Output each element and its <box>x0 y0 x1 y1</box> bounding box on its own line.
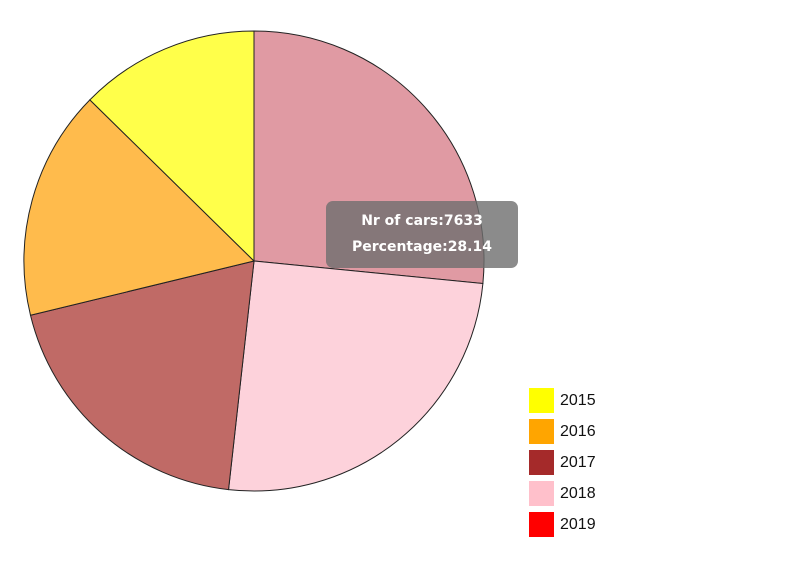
tooltip-percentage: Percentage:28.14 <box>352 239 492 255</box>
legend-label-2017: 2017 <box>560 453 596 471</box>
pie-slice-2015-4[interactable] <box>89 30 255 263</box>
legend-swatch-2017 <box>529 450 554 475</box>
legend-swatch-2015 <box>529 388 554 413</box>
pie-slice-2016-3[interactable] <box>23 99 255 316</box>
legend-item-2017[interactable]: 2017 <box>529 447 596 478</box>
legend-swatch-2016 <box>529 419 554 444</box>
legend-item-2019[interactable]: 2019 <box>529 509 596 540</box>
slice-tooltip: Nr of cars:7633 Percentage:28.14 <box>326 201 518 268</box>
legend-label-2018: 2018 <box>560 484 596 502</box>
pie-slice-2017-2[interactable] <box>29 260 255 491</box>
legend-swatch-2018 <box>529 481 554 506</box>
legend-item-2016[interactable]: 2016 <box>529 416 596 447</box>
legend-swatch-2019 <box>529 512 554 537</box>
legend-label-2019: 2019 <box>560 515 596 533</box>
legend-label-2015: 2015 <box>560 391 596 409</box>
pie-slice-2018-1[interactable] <box>227 260 484 492</box>
legend-item-2018[interactable]: 2018 <box>529 478 596 509</box>
legend-label-2016: 2016 <box>560 422 596 440</box>
tooltip-cars: Nr of cars:7633 <box>361 213 483 229</box>
legend: 2015 2016 2017 2018 2019 <box>529 385 596 540</box>
legend-item-2015[interactable]: 2015 <box>529 385 596 416</box>
